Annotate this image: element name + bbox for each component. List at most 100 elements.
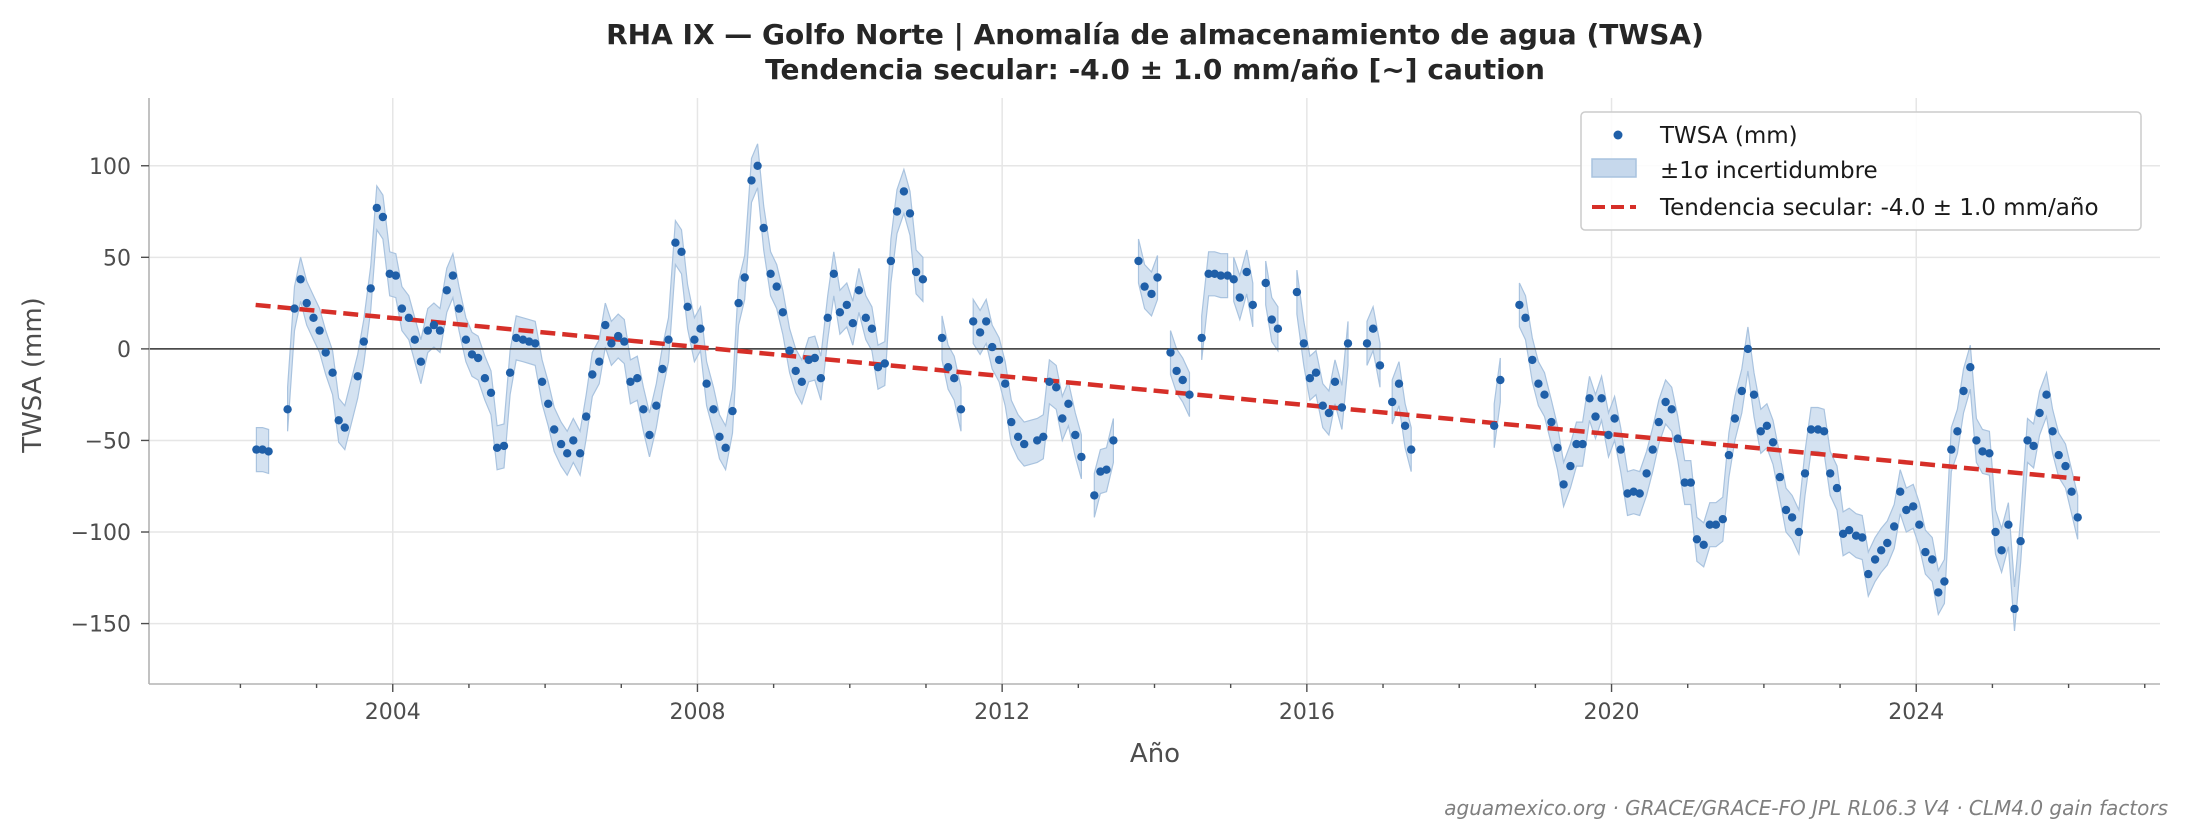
data-point [1147,289,1156,299]
data-point [1305,374,1315,383]
chart-subtitle: Tendencia secular: -4.0 ± 1.0 mm/año [~]… [765,53,1545,86]
data-point [975,328,985,337]
data-point [886,256,896,266]
data-point [1991,527,2000,537]
data-point [671,238,680,247]
x-axis-ticks: 2004 2008 2012 2016 2020 2024 [239,684,2146,725]
data-point [416,357,426,366]
data-point [2054,450,2063,460]
uncertainty-band-segment [1169,330,1191,417]
data-point [1819,427,1829,436]
data-point [696,324,705,333]
data-point [404,313,413,322]
data-point [1610,414,1619,423]
data-point [1204,269,1213,278]
data-point [854,286,864,295]
x-axis-label: Año [1130,739,1180,769]
data-point [791,366,800,376]
data-point [1045,377,1054,386]
data-point [1528,355,1537,365]
data-point [1013,432,1023,441]
data-point [556,439,566,449]
legend: TWSA (mm) ±1σ incertidumbre Tendencia se… [1580,111,2142,231]
y-tick-label: −150 [71,613,131,638]
data-point [1330,377,1340,386]
data-point [1407,445,1416,454]
data-point [1686,478,1696,487]
data-point [969,317,978,326]
data-point [1388,397,1397,407]
data-point [1248,300,1258,310]
data-point [2048,427,2057,436]
data-point [702,379,711,388]
uncertainty-band-segment [1391,361,1412,472]
data-point [321,348,330,357]
data-point [715,432,724,441]
data-point [658,364,667,374]
data-point [1578,439,1587,449]
data-point [1077,452,1086,462]
data-point [1559,480,1568,489]
data-point [899,187,909,196]
data-point [1324,408,1334,418]
data-point [1699,540,1708,549]
data-point [1787,513,1797,522]
source-note: aguamexico.org · GRACE/GRACE-FO JPL RL06… [1444,796,2168,820]
data-point [652,401,661,410]
legend-label-trend: Tendencia secular: -4.0 ± 1.0 mm/año [1659,195,2099,221]
data-point [1915,520,1924,529]
data-point [569,436,578,445]
data-point [1534,379,1543,388]
data-point [454,304,464,313]
data-point [2042,390,2051,399]
y-axis-ticks: 100 50 0 −50 −100 −150 [71,155,149,638]
data-point [1654,417,1664,427]
data-point [1864,569,1873,579]
data-point [892,207,902,216]
data-point [994,355,1004,365]
data-point [1090,491,1099,500]
data-point [283,405,292,414]
data-point [747,176,756,185]
uncertainty-band-segment [1233,249,1254,328]
data-point [740,273,749,282]
data-point [1947,445,1956,454]
data-point [1775,472,1785,482]
data-point [709,405,718,414]
x-tick-label: 2004 [365,700,421,725]
uncertainty-band-segment [287,143,924,478]
data-point [1806,425,1816,434]
data-point [1591,412,1600,421]
data-point [943,363,953,372]
data-point [1985,449,1994,458]
y-tick-label: −100 [71,521,131,546]
data-point [842,300,851,310]
trend-line [255,302,2081,482]
x-tick-label: 2012 [974,700,1030,725]
data-point [467,350,477,359]
data-point [1921,547,1930,557]
data-point [1343,339,1353,348]
data-point [785,346,794,355]
data-point [1768,438,1778,447]
data-point [423,326,432,335]
data-point [1311,368,1321,377]
data-point [2073,513,2082,522]
data-point [378,212,388,222]
data-point [772,282,781,291]
data-point [1692,535,1702,544]
data-point [1318,401,1328,410]
data-point [905,209,915,218]
data-point [873,363,883,372]
data-point [861,313,870,322]
data-point [1826,469,1835,478]
data-point [359,337,368,346]
data-point [290,304,299,313]
data-point [397,304,407,313]
data-point [461,335,471,344]
data-point [1845,526,1854,535]
uncertainty-band-segment [1493,357,1501,448]
data-point [315,326,324,335]
data-point [1604,430,1613,440]
